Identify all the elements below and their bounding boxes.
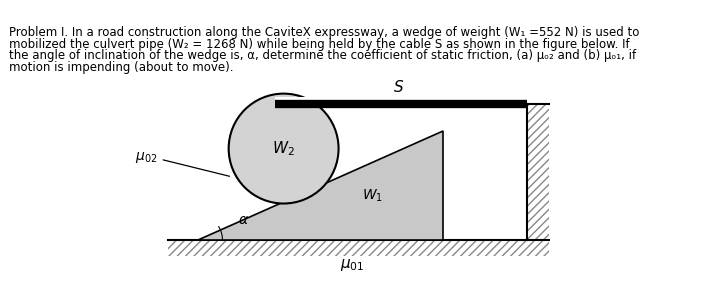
Text: $\mu_{01}$: $\mu_{01}$	[340, 257, 364, 273]
Polygon shape	[198, 131, 443, 240]
Text: mobilized the culvert pipe (W₂ = 1268 N) while being held by the cable S as show: mobilized the culvert pipe (W₂ = 1268 N)…	[9, 38, 629, 51]
Text: $W_1$: $W_1$	[361, 187, 383, 204]
Text: motion is impending (about to move).: motion is impending (about to move).	[9, 61, 233, 74]
Text: the angle of inclination of the wedge is, α, determine the coefficient of static: the angle of inclination of the wedge is…	[9, 49, 636, 62]
Bar	[168, 240, 549, 256]
Text: $W_2$: $W_2$	[272, 139, 295, 158]
Bar	[275, 97, 527, 104]
Text: $\mu_{02}$: $\mu_{02}$	[135, 150, 158, 165]
Text: $\alpha$: $\alpha$	[238, 214, 249, 227]
Text: $S$: $S$	[393, 79, 405, 95]
Bar	[527, 104, 549, 240]
Text: Problem I. In a road construction along the CaviteX expressway, a wedge of weigh: Problem I. In a road construction along …	[9, 26, 639, 39]
Circle shape	[229, 94, 338, 203]
